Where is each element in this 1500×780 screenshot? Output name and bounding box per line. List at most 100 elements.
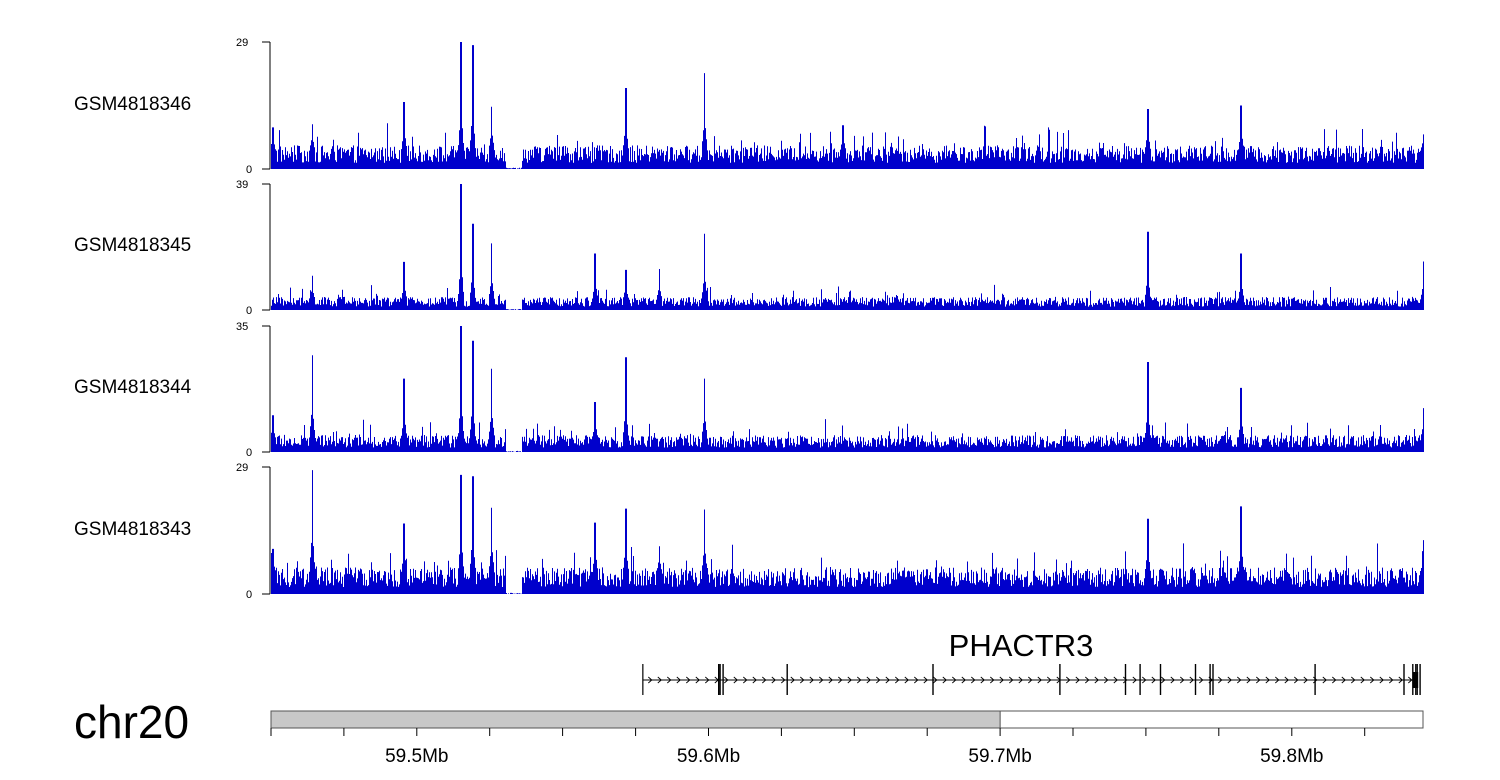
strand-arrow: [1094, 676, 1099, 684]
strand-arrow: [752, 676, 757, 684]
strand-arrow: [895, 676, 900, 684]
strand-arrow: [914, 676, 919, 684]
strand-arrow: [1047, 676, 1052, 684]
strand-arrow: [952, 676, 957, 684]
strand-arrow: [1351, 676, 1356, 684]
strand-arrow: [961, 676, 966, 684]
strand-arrow: [1113, 676, 1118, 684]
x-axis-ticks: 59.5Mb 59.6Mb 59.7Mb 59.8Mb: [270, 728, 1366, 767]
strand-arrow: [990, 676, 995, 684]
strand-arrow: [1170, 676, 1175, 684]
strand-arrow: [1009, 676, 1014, 684]
strand-arrow: [942, 676, 947, 684]
strand-arrow: [1199, 676, 1204, 684]
strand-arrow: [1104, 676, 1109, 684]
y-tick-max-label: 35: [236, 321, 248, 333]
strand-arrow: [1151, 676, 1156, 684]
x-axis-tick-label: 59.5Mb: [385, 746, 448, 767]
strand-arrow: [838, 676, 843, 684]
track-gsm4818345: GSM4818345 39 0: [74, 179, 1424, 317]
strand-arrow: [1284, 676, 1289, 684]
track-gsm4818346: GSM4818346 29 0: [74, 37, 1424, 176]
strand-arrow: [800, 676, 805, 684]
strand-arrow: [1161, 676, 1166, 684]
strand-arrow: [648, 676, 653, 684]
strand-arrow: [1303, 676, 1308, 684]
strand-arrow: [1322, 676, 1327, 684]
coverage-signal: [271, 184, 1424, 310]
strand-arrow: [1408, 676, 1413, 684]
strand-arrow: [705, 676, 710, 684]
strand-arrow: [733, 676, 738, 684]
strand-arrow: [885, 676, 890, 684]
gene-coding-block: [1413, 672, 1419, 688]
gene-label: PHACTR3: [949, 628, 1094, 663]
strand-arrow: [1227, 676, 1232, 684]
chromosome-label: chr20: [74, 696, 189, 748]
strand-arrow: [1294, 676, 1299, 684]
x-axis-tick-label: 59.6Mb: [677, 746, 740, 767]
strand-arrow: [1398, 676, 1403, 684]
strand-arrow: [980, 676, 985, 684]
strand-arrow: [923, 676, 928, 684]
strand-arrow: [1379, 676, 1384, 684]
strand-arrow: [1265, 676, 1270, 684]
strand-arrow: [1066, 676, 1071, 684]
strand-arrow: [724, 676, 729, 684]
y-tick-min-label: 0: [246, 164, 252, 176]
strand-arrow: [819, 676, 824, 684]
strand-arrow: [1360, 676, 1365, 684]
strand-arrow: [790, 676, 795, 684]
strand-arrow: [904, 676, 909, 684]
strand-arrow: [1275, 676, 1280, 684]
strand-arrow: [828, 676, 833, 684]
coverage-signal: [271, 326, 1424, 452]
strand-arrow: [762, 676, 767, 684]
strand-arrow: [1370, 676, 1375, 684]
track-label: GSM4818346: [74, 94, 191, 115]
strand-arrow: [667, 676, 672, 684]
y-tick-max-label: 29: [236, 462, 248, 474]
y-tick-min-label: 0: [246, 447, 252, 459]
strand-arrow: [1075, 676, 1080, 684]
track-label: GSM4818344: [74, 377, 192, 398]
strand-arrow: [676, 676, 681, 684]
coverage-signal: [271, 470, 1424, 594]
strand-arrow: [1123, 676, 1128, 684]
strand-arrow: [809, 676, 814, 684]
strand-arrow: [876, 676, 881, 684]
strand-arrow: [1037, 676, 1042, 684]
strand-arrow: [1132, 676, 1137, 684]
y-tick-min-label: 0: [246, 305, 252, 317]
strand-arrow: [847, 676, 852, 684]
y-tick-min-label: 0: [246, 589, 252, 601]
strand-arrow: [1028, 676, 1033, 684]
strand-arrow: [686, 676, 691, 684]
strand-arrows: [648, 676, 1413, 684]
strand-arrow: [1218, 676, 1223, 684]
gene-exons: [642, 664, 1421, 695]
strand-arrow: [771, 676, 776, 684]
track-gsm4818344: GSM4818344 35 0: [74, 321, 1424, 459]
strand-arrow: [999, 676, 1004, 684]
strand-arrow: [781, 676, 786, 684]
strand-arrow: [1237, 676, 1242, 684]
strand-arrow: [857, 676, 862, 684]
strand-arrow: [1256, 676, 1261, 684]
y-tick-max-label: 29: [236, 37, 248, 49]
strand-arrow: [1389, 676, 1394, 684]
track-label: GSM4818343: [74, 519, 191, 540]
coverage-signal: [271, 42, 1424, 169]
track-label: GSM4818345: [74, 235, 191, 256]
x-axis-tick-label: 59.8Mb: [1260, 746, 1323, 767]
y-tick-max-label: 39: [236, 179, 248, 191]
strand-arrow: [1189, 676, 1194, 684]
strand-arrow: [971, 676, 976, 684]
strand-arrow: [695, 676, 700, 684]
x-axis-tick-label: 59.7Mb: [968, 746, 1031, 767]
gene-annotation-track: PHACTR3: [642, 628, 1421, 695]
strand-arrow: [933, 676, 938, 684]
strand-arrow: [1332, 676, 1337, 684]
strand-arrow: [1180, 676, 1185, 684]
